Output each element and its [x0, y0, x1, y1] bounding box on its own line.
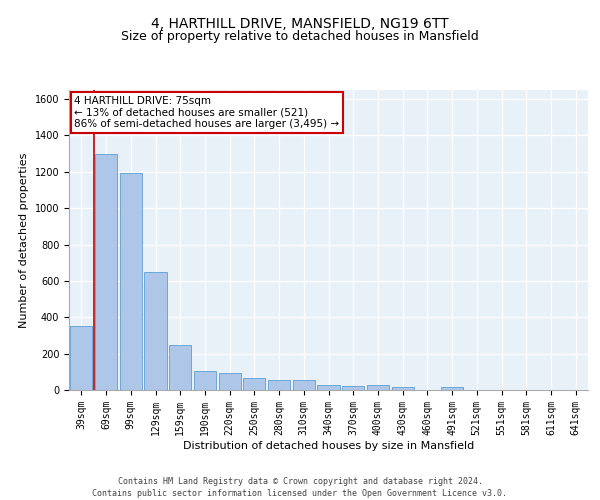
Bar — [441, 388, 463, 390]
Bar — [169, 344, 191, 390]
Bar — [268, 380, 290, 390]
Text: Size of property relative to detached houses in Mansfield: Size of property relative to detached ho… — [121, 30, 479, 43]
X-axis label: Distribution of detached houses by size in Mansfield: Distribution of detached houses by size … — [183, 440, 474, 450]
Bar — [145, 272, 167, 390]
Bar — [119, 172, 142, 390]
Text: 4 HARTHILL DRIVE: 75sqm
← 13% of detached houses are smaller (521)
86% of semi-d: 4 HARTHILL DRIVE: 75sqm ← 13% of detache… — [74, 96, 340, 129]
Bar — [243, 378, 265, 390]
Text: 4, HARTHILL DRIVE, MANSFIELD, NG19 6TT: 4, HARTHILL DRIVE, MANSFIELD, NG19 6TT — [151, 18, 449, 32]
Bar — [218, 372, 241, 390]
Bar — [342, 386, 364, 390]
Y-axis label: Number of detached properties: Number of detached properties — [19, 152, 29, 328]
Bar — [367, 386, 389, 390]
Bar — [70, 326, 92, 390]
Bar — [194, 371, 216, 390]
Bar — [392, 386, 414, 390]
Text: Contains HM Land Registry data © Crown copyright and database right 2024.
Contai: Contains HM Land Registry data © Crown c… — [92, 476, 508, 498]
Bar — [317, 384, 340, 390]
Bar — [95, 154, 117, 390]
Bar — [293, 380, 315, 390]
